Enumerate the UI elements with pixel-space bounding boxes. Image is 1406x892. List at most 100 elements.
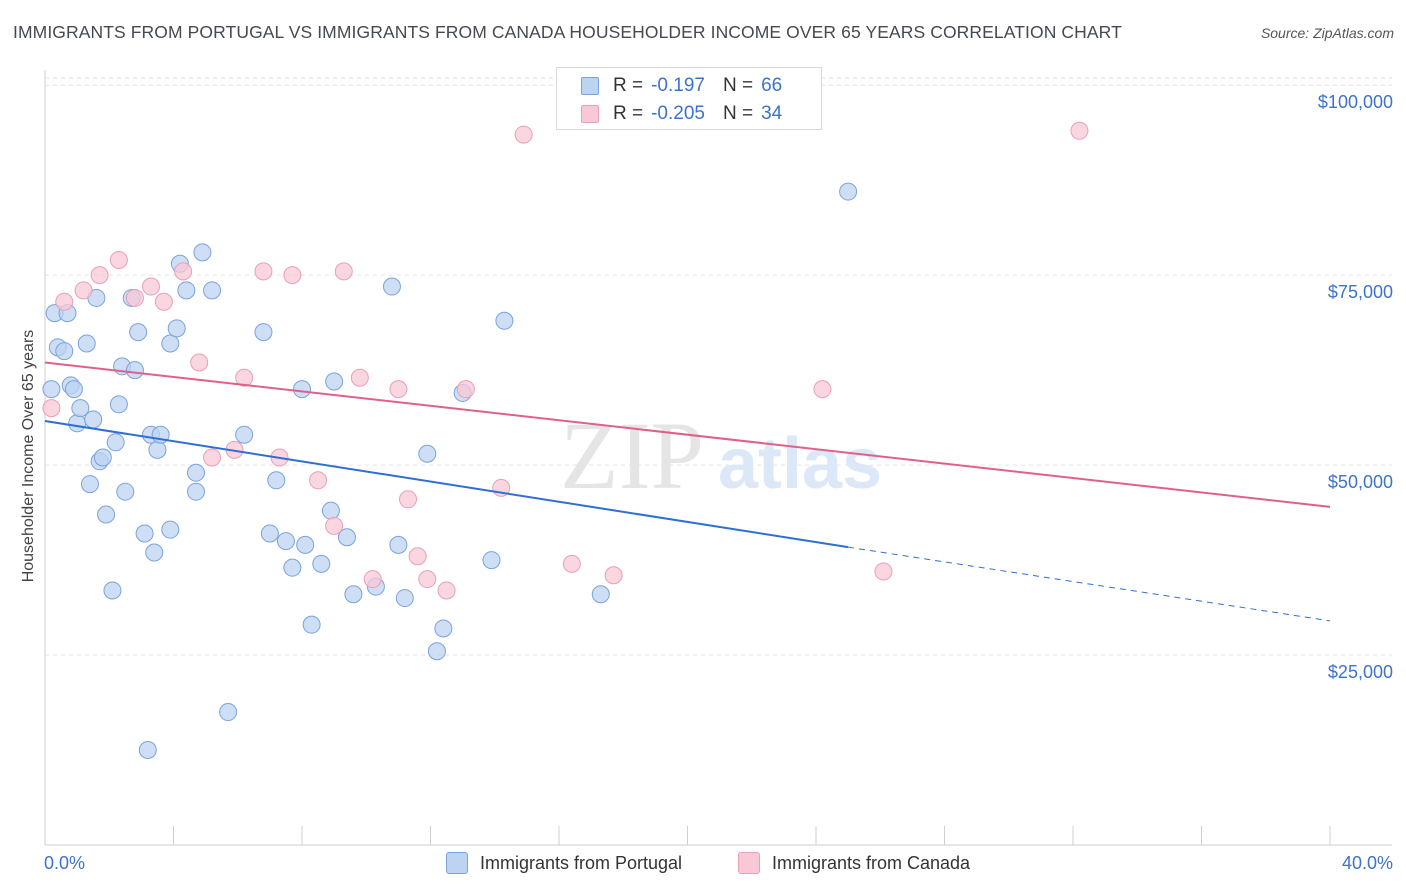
canada-point xyxy=(1070,121,1089,140)
portugal-point xyxy=(337,528,356,547)
portugal-point xyxy=(71,399,90,418)
canada-point xyxy=(125,288,144,307)
portugal-point xyxy=(482,551,501,570)
portugal-point xyxy=(839,182,858,201)
canada-point xyxy=(109,250,128,269)
canada-legend-label: Immigrants from Canada xyxy=(772,852,971,873)
canada-trend-line xyxy=(44,361,1331,508)
canada-point xyxy=(350,368,369,387)
canada-point xyxy=(174,262,193,281)
portugal-point xyxy=(167,319,186,338)
portugal-point xyxy=(296,535,315,554)
portugal-swatch xyxy=(581,77,599,95)
canada-point xyxy=(389,380,408,399)
portugal-point xyxy=(203,281,222,300)
portugal-point xyxy=(267,471,286,490)
portugal-point xyxy=(591,585,610,604)
portugal-point xyxy=(427,642,446,661)
axis-layer xyxy=(44,70,1392,846)
canada-point xyxy=(90,266,109,285)
portugal-point xyxy=(283,558,302,577)
portugal-point xyxy=(395,589,414,608)
legend-row-canada: R = -0.205 N = 34 xyxy=(581,103,782,125)
portugal-point xyxy=(254,323,273,342)
canada-point xyxy=(254,262,273,281)
canada-point xyxy=(408,547,427,566)
canada-point xyxy=(456,380,475,399)
portugal-point xyxy=(125,361,144,380)
portugal-point xyxy=(389,535,408,554)
correlation-legend: R = -0.197 N = 66 R = -0.205 N = 34 xyxy=(556,67,822,130)
portugal-point xyxy=(312,554,331,573)
canada-point xyxy=(399,490,418,509)
portugal-point xyxy=(382,277,401,296)
portugal-point xyxy=(135,524,154,543)
canada-r-label: R = xyxy=(613,103,644,124)
portugal-point xyxy=(325,372,344,391)
canada-point xyxy=(283,266,302,285)
y-tick-label: $50,000 xyxy=(1328,472,1393,492)
portugal-trend-extension xyxy=(848,546,1331,622)
portugal-point xyxy=(186,482,205,501)
portugal-point xyxy=(80,475,99,494)
label-layer: $25,000 $50,000 $75,000 $100,000 0.0% 40.0% xyxy=(44,92,1393,873)
portugal-point xyxy=(193,243,212,262)
canada-point xyxy=(190,353,209,372)
grid-layer xyxy=(45,77,1392,656)
portugal-legend-label: Immigrants from Portugal xyxy=(480,852,683,873)
source-label: Source: ZipAtlas.com xyxy=(1260,25,1394,41)
portugal-point xyxy=(161,334,180,353)
watermark-atlas: atlas xyxy=(718,424,882,504)
canada-point xyxy=(325,516,344,535)
portugal-point xyxy=(161,520,180,539)
portugal-legend-swatch xyxy=(446,852,468,874)
portugal-point xyxy=(434,619,453,638)
portugal-point xyxy=(344,585,363,604)
x-tick-label-end: 40.0% xyxy=(1342,853,1393,873)
canada-point xyxy=(418,570,437,589)
portugal-point xyxy=(55,342,74,361)
portugal-point xyxy=(129,323,148,342)
bottom-legend-portugal: Immigrants from Portugal xyxy=(446,852,682,874)
portugal-point xyxy=(64,380,83,399)
canada-point xyxy=(203,448,222,467)
portugal-point xyxy=(302,615,321,634)
canada-n-value: 34 xyxy=(761,103,783,124)
portugal-point xyxy=(42,380,61,399)
portugal-point xyxy=(84,410,103,429)
portugal-r-value: -0.197 xyxy=(651,75,705,96)
canada-point xyxy=(74,281,93,300)
canada-legend-swatch xyxy=(738,852,760,874)
canada-point xyxy=(437,581,456,600)
portugal-point xyxy=(235,425,254,444)
watermark: ZIP atlas xyxy=(560,402,882,509)
watermark-zip: ZIP xyxy=(560,402,704,509)
portugal-point xyxy=(186,463,205,482)
canada-point xyxy=(142,277,161,296)
portugal-point xyxy=(77,334,96,353)
portugal-point xyxy=(495,311,514,330)
canada-point xyxy=(813,380,832,399)
chart-title: IMMIGRANTS FROM PORTUGAL VS IMMIGRANTS F… xyxy=(13,22,1122,42)
trend-layer xyxy=(44,361,1331,622)
portugal-point xyxy=(97,505,116,524)
portugal-n-label: N = xyxy=(722,75,754,96)
y-tick-label: $25,000 xyxy=(1328,662,1393,682)
y-tick-label: $100,000 xyxy=(1318,92,1393,112)
portugal-point xyxy=(106,433,125,452)
portugal-point xyxy=(148,440,167,459)
portugal-point xyxy=(418,444,437,463)
portugal-point xyxy=(93,448,112,467)
canada-point xyxy=(514,125,533,144)
portugal-point xyxy=(138,741,157,760)
portugal-point xyxy=(103,581,122,600)
bottom-legend-canada: Immigrants from Canada xyxy=(738,852,970,874)
portugal-point xyxy=(276,532,295,551)
canada-point xyxy=(55,292,74,311)
portugal-point xyxy=(109,395,128,414)
canada-r-value: -0.205 xyxy=(651,103,705,124)
y-tick-label: $75,000 xyxy=(1328,282,1393,302)
portugal-point xyxy=(177,281,196,300)
portugal-point xyxy=(260,524,279,543)
